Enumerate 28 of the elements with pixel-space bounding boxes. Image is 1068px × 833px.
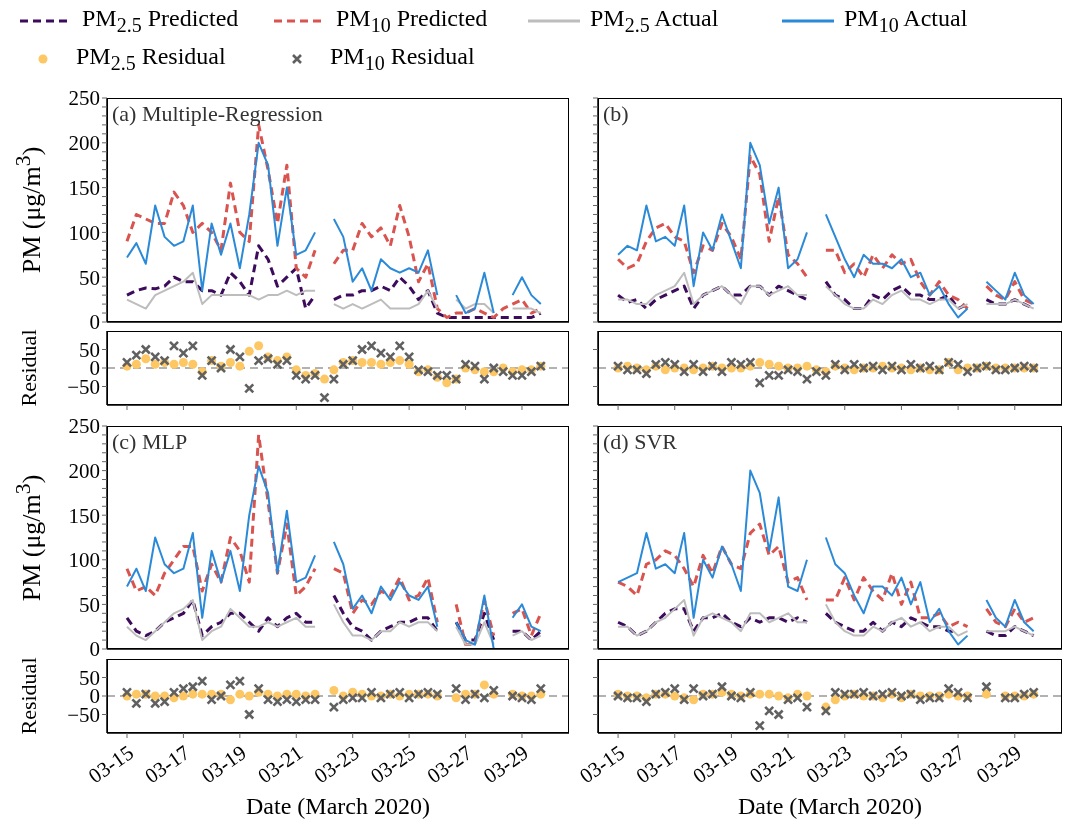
x-tick-label: 03-21 (253, 740, 308, 789)
y-axis-title: Residual (16, 657, 42, 735)
y-tick-label: 200 (68, 459, 100, 484)
y-tick-label: 50 (79, 592, 100, 617)
chart-title: (c) MLP (112, 429, 188, 455)
legend-label: PM$_{2.5}$ Residual (76, 43, 226, 75)
chart-title: (b) (603, 101, 629, 127)
chart-title: (d) SVR (603, 429, 677, 455)
y-tick-label: 250 (68, 86, 100, 111)
legend-label: PM$_{2.5}$ Actual (590, 5, 719, 37)
y-tick-label: 250 (68, 414, 100, 439)
y-tick-label: 0 (89, 310, 100, 335)
legend-label: PM$_{10}$ Actual (844, 5, 968, 37)
y-tick-label: 50 (79, 265, 100, 290)
x-axis-title: Date (March 2020) (738, 793, 922, 820)
y-tick-label: 150 (68, 503, 100, 528)
y-axis-title: Residual (16, 329, 42, 407)
chart-title: (a) Multiple-Regression (112, 101, 323, 127)
y-tick-label: 100 (68, 548, 100, 573)
x-tick-label: 03-21 (745, 740, 799, 789)
legend-label: PM$_{2.5}$ Predicted (82, 5, 239, 37)
x-axis-title: Date (March 2020) (246, 793, 430, 820)
legend-label: PM$_{10}$ Predicted (336, 5, 488, 37)
legend-label: PM$_{10}$ Residual (330, 43, 475, 75)
y-tick-label: 0 (89, 637, 100, 662)
y-tick-label: 200 (68, 131, 100, 156)
y-tick-label: 150 (68, 176, 100, 201)
y-tick-label: 100 (68, 220, 100, 245)
